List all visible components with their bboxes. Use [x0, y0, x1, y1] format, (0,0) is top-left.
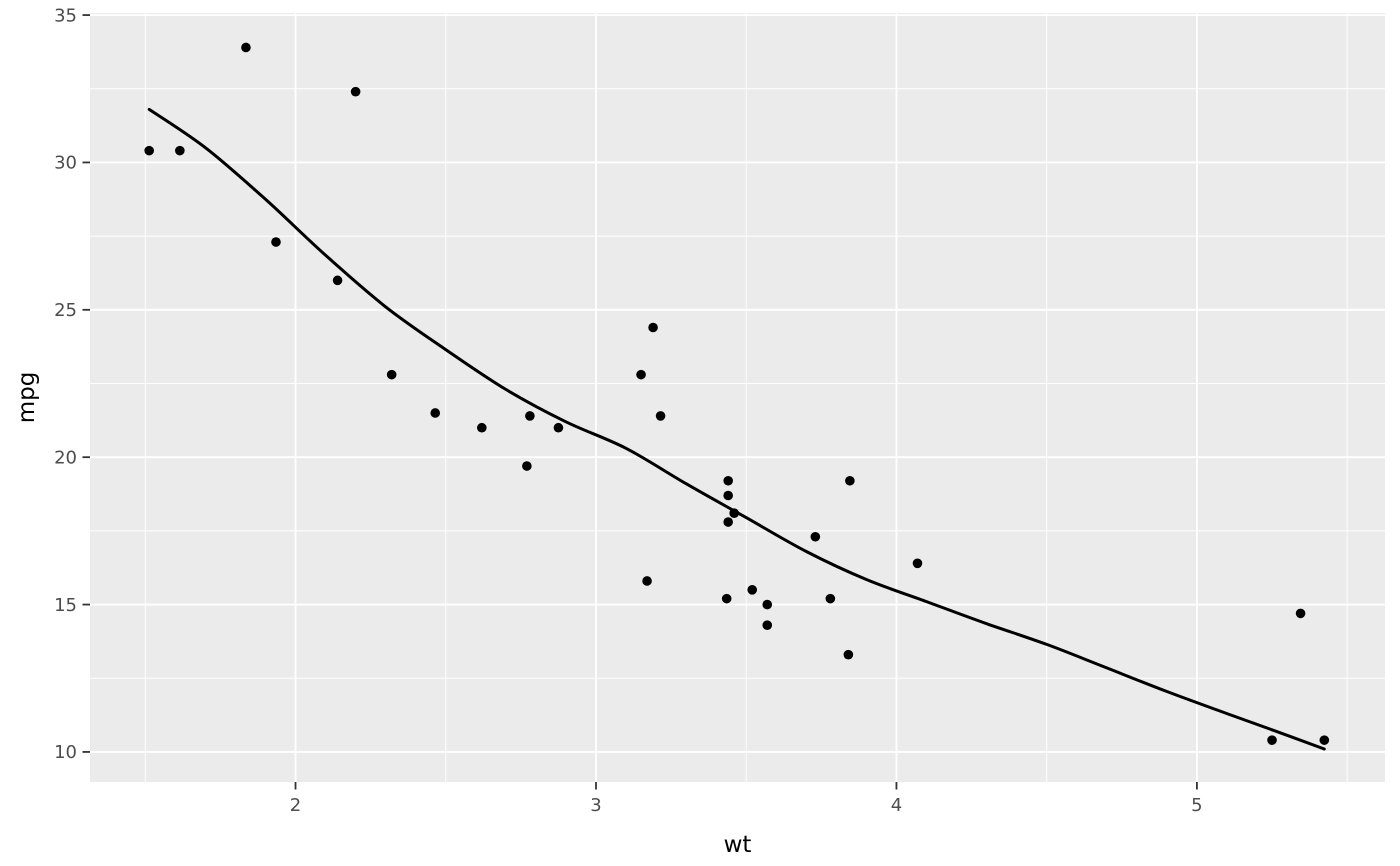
y-tick-label: 10 — [54, 742, 77, 763]
data-point — [723, 490, 733, 501]
y-tick-label: 35 — [54, 5, 77, 26]
x-tick-label: 2 — [290, 795, 301, 816]
major-gridlines — [90, 13, 1385, 782]
x-tick-label: 4 — [891, 795, 902, 816]
minor-gridlines — [90, 13, 1385, 782]
y-axis-title: mpg — [14, 372, 40, 424]
data-point — [648, 322, 658, 333]
smooth-curve-layer — [147, 107, 1326, 751]
data-point — [642, 576, 652, 586]
data-point — [477, 422, 487, 433]
data-point — [843, 649, 854, 660]
data-point — [762, 599, 773, 610]
data-point — [271, 237, 281, 247]
data-point — [332, 275, 343, 286]
data-point — [747, 585, 758, 595]
data-point — [553, 422, 564, 433]
data-point — [175, 145, 185, 156]
data-point — [1295, 608, 1306, 619]
data-point — [1267, 735, 1277, 745]
data-point — [636, 369, 646, 380]
loess-curve — [147, 107, 1326, 751]
data-point — [525, 411, 535, 421]
data-point — [810, 531, 821, 542]
data-point — [350, 86, 361, 97]
data-point — [723, 517, 733, 527]
data-point — [386, 369, 397, 380]
x-axis-title: wt — [724, 832, 752, 858]
x-tick-label: 3 — [590, 795, 601, 816]
x-tick-label: 5 — [1191, 795, 1202, 816]
data-point — [522, 461, 532, 471]
y-tick-label: 15 — [54, 595, 77, 616]
y-axis-tick-labels: 10 15 20 25 30 35 — [54, 5, 77, 763]
data-point — [845, 475, 855, 486]
y-tick-label: 20 — [54, 447, 77, 468]
data-point — [144, 145, 154, 156]
data-point — [721, 593, 732, 604]
data-point — [912, 558, 923, 569]
data-point — [825, 593, 836, 604]
x-axis-tick-labels: 2 3 4 5 — [290, 795, 1203, 816]
data-point — [430, 408, 441, 418]
y-tick-label: 25 — [54, 300, 77, 321]
data-point — [762, 620, 773, 630]
data-point — [655, 411, 666, 421]
data-point — [1319, 735, 1330, 745]
plot-panel-background — [90, 13, 1385, 782]
data-point — [241, 42, 251, 53]
axis-tick-marks — [82, 14, 1198, 790]
data-point — [723, 475, 733, 486]
y-tick-label: 30 — [54, 153, 77, 174]
